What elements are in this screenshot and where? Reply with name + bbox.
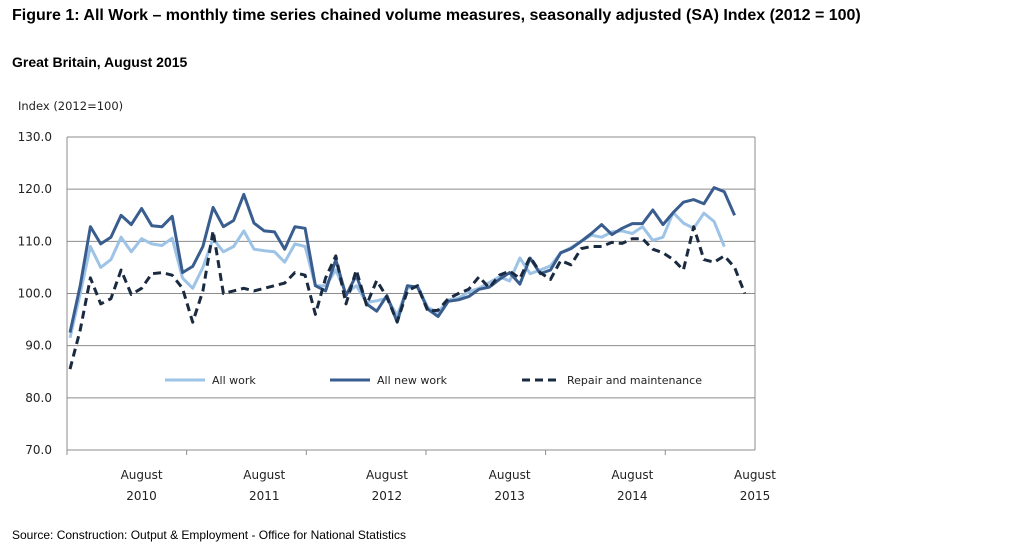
y-tick-label: 80.0 — [25, 391, 52, 405]
y-tick-label: 110.0 — [18, 234, 52, 248]
x-tick-label: August — [734, 468, 776, 482]
y-tick-labels: 70.0 80.0 90.0 100.0 110.0 120.0 130.0 — [18, 130, 52, 457]
x-tick-year: 2013 — [494, 489, 525, 503]
series-line-all-new-work — [68, 186, 736, 333]
chart-title: Figure 1: All Work – monthly time series… — [12, 7, 861, 24]
y-axis-label: Index (2012=100) — [18, 99, 123, 113]
x-tick-label: August — [366, 468, 408, 482]
x-tick-label: August — [121, 468, 163, 482]
legend-label: Repair and maintenance — [567, 374, 702, 387]
grid-layer — [67, 136, 755, 399]
series-layer — [68, 186, 747, 370]
x-tick-label: August — [489, 468, 531, 482]
x-tick-label: August — [243, 468, 285, 482]
y-tick-label: 70.0 — [25, 443, 52, 457]
chart-subtitle: Great Britain, August 2015 — [12, 54, 188, 70]
legend: All work All new work Repair and maintenan… — [165, 374, 702, 387]
x-tick-year: 2015 — [740, 489, 771, 503]
y-tick-label: 130.0 — [18, 130, 52, 144]
x-tick-year: 2010 — [126, 489, 157, 503]
y-tick-label: 100.0 — [18, 287, 52, 301]
x-tick-year: 2012 — [372, 489, 403, 503]
legend-label: All new work — [377, 374, 448, 387]
x-tick-labels: August 2010 August 2011 August 2012 August 2013… — [121, 468, 777, 503]
y-tick-label: 90.0 — [25, 339, 52, 353]
legend-label: All work — [212, 374, 256, 387]
axis-layer — [66, 137, 756, 455]
source-note: Source: Construction: Output & Employmen… — [12, 528, 406, 542]
x-tick-label: August — [611, 468, 653, 482]
series-line-repair-and-maintenance — [68, 225, 747, 370]
x-tick-year: 2014 — [617, 489, 648, 503]
y-tick-label: 120.0 — [18, 182, 52, 196]
x-tick-year: 2011 — [249, 489, 280, 503]
